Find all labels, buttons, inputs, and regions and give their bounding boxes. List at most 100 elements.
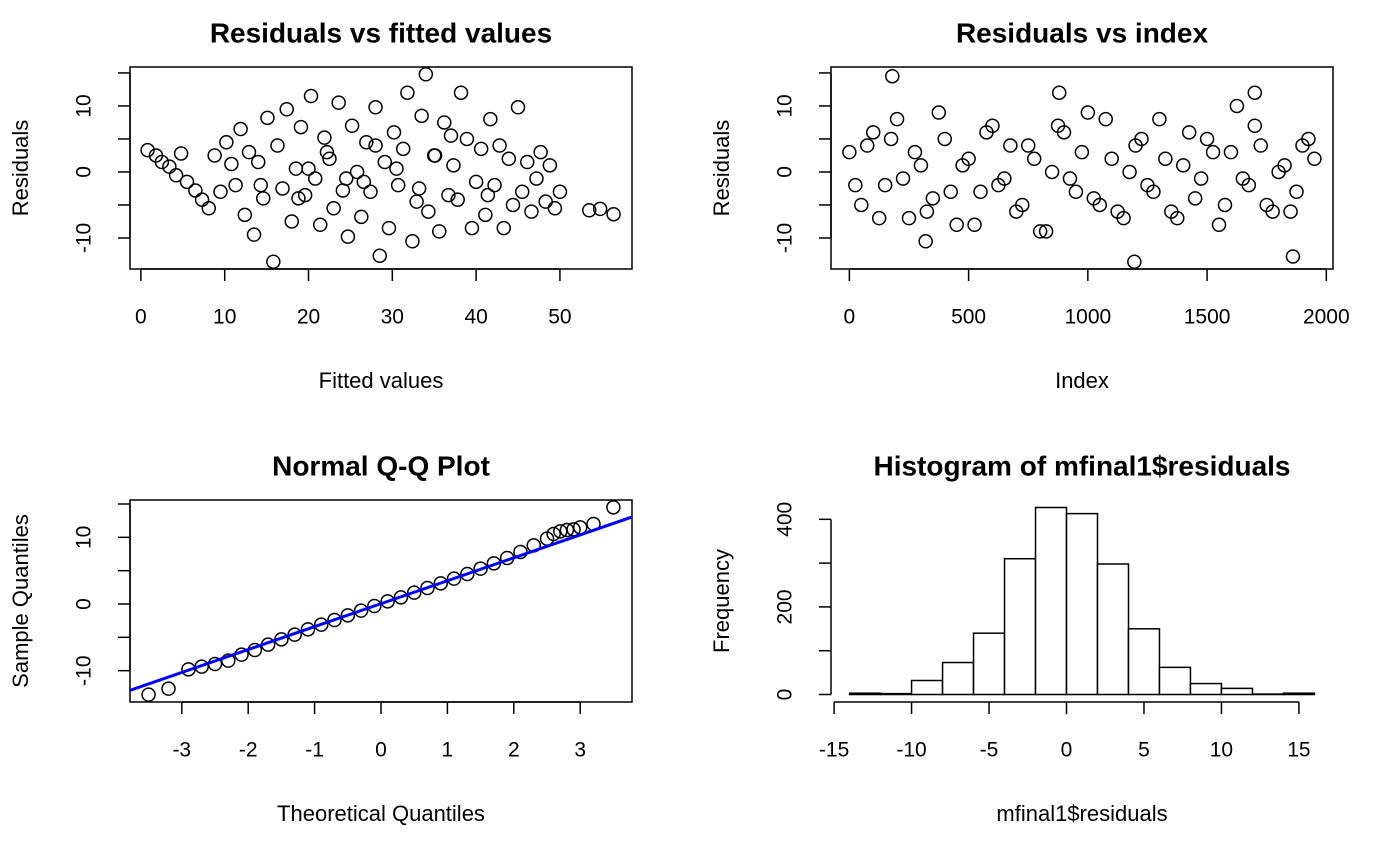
point bbox=[389, 161, 404, 176]
point bbox=[406, 585, 422, 600]
point bbox=[859, 138, 875, 153]
plot-box bbox=[129, 66, 633, 270]
point bbox=[883, 131, 899, 147]
point bbox=[931, 105, 947, 120]
bar bbox=[848, 692, 882, 696]
x-axis-label: Index bbox=[1055, 368, 1109, 393]
point bbox=[460, 566, 475, 582]
point bbox=[414, 108, 429, 124]
point bbox=[865, 125, 881, 140]
point bbox=[340, 229, 356, 244]
point bbox=[842, 144, 857, 160]
point bbox=[1020, 138, 1036, 153]
point bbox=[179, 174, 195, 190]
point bbox=[363, 184, 378, 200]
point bbox=[421, 204, 436, 219]
x-tick-label: 5 bbox=[1138, 739, 1150, 762]
point bbox=[246, 227, 262, 242]
point bbox=[367, 598, 382, 614]
panel: Histogram of mfinal1$residuals mfinal1$re… bbox=[709, 450, 1316, 826]
x-tick-label: 10 bbox=[213, 306, 236, 329]
bar bbox=[1034, 506, 1068, 696]
point bbox=[1050, 118, 1066, 134]
point bbox=[918, 234, 933, 249]
point bbox=[168, 168, 184, 183]
point bbox=[1187, 191, 1203, 206]
bar bbox=[1220, 687, 1254, 696]
point bbox=[173, 146, 189, 161]
point bbox=[1247, 118, 1263, 134]
bar bbox=[1189, 682, 1223, 696]
point bbox=[1301, 131, 1316, 147]
point bbox=[443, 128, 459, 143]
panel-title: Normal Q-Q Plot bbox=[272, 450, 490, 481]
x-tick-label: 0 bbox=[844, 306, 856, 329]
point bbox=[381, 220, 397, 236]
point bbox=[1199, 131, 1215, 147]
point bbox=[140, 142, 155, 158]
plot-box bbox=[830, 66, 1334, 270]
point bbox=[437, 115, 452, 130]
y-tick-label: 10 bbox=[73, 526, 96, 549]
point bbox=[1205, 144, 1221, 160]
point bbox=[1307, 151, 1322, 167]
y-tick-label: 400 bbox=[774, 502, 797, 537]
point bbox=[233, 121, 248, 137]
point bbox=[943, 184, 958, 200]
point bbox=[301, 161, 316, 176]
point bbox=[546, 526, 561, 542]
point bbox=[307, 171, 323, 186]
y-tick-label: -10 bbox=[73, 223, 96, 253]
point bbox=[468, 174, 484, 190]
x-tick-label: -2 bbox=[239, 739, 258, 762]
x-tick-label: 50 bbox=[548, 306, 571, 329]
point bbox=[877, 177, 893, 193]
point bbox=[291, 191, 306, 206]
point bbox=[524, 204, 539, 219]
point bbox=[1152, 111, 1167, 127]
point bbox=[871, 210, 887, 226]
point bbox=[492, 138, 507, 153]
point bbox=[266, 254, 281, 269]
point bbox=[221, 653, 236, 668]
x-tick-label: 1 bbox=[442, 739, 454, 762]
point bbox=[275, 181, 290, 196]
point bbox=[284, 214, 299, 229]
point bbox=[377, 154, 393, 170]
point bbox=[250, 154, 266, 170]
point bbox=[446, 158, 461, 173]
point bbox=[322, 151, 337, 167]
y-tick-label: 10 bbox=[774, 94, 797, 117]
point bbox=[1289, 184, 1304, 200]
point bbox=[154, 154, 170, 170]
point bbox=[501, 151, 517, 167]
reference-line bbox=[130, 515, 632, 692]
point bbox=[356, 174, 372, 190]
point bbox=[433, 576, 449, 591]
panel-title: Residuals vs index bbox=[956, 17, 1209, 48]
point bbox=[201, 201, 217, 216]
x-tick-label: 2000 bbox=[1303, 306, 1350, 329]
point bbox=[426, 148, 442, 163]
point bbox=[319, 144, 335, 160]
point bbox=[297, 187, 313, 203]
point bbox=[1265, 204, 1280, 219]
point bbox=[1217, 197, 1233, 213]
point bbox=[228, 177, 243, 193]
y-tick-label: 200 bbox=[774, 589, 797, 624]
point bbox=[606, 500, 621, 515]
point bbox=[937, 131, 953, 147]
point bbox=[313, 617, 329, 632]
point bbox=[418, 67, 434, 82]
point bbox=[386, 125, 402, 140]
point bbox=[1080, 105, 1096, 120]
panel-title: Histogram of mfinal1$residuals bbox=[873, 450, 1290, 481]
point bbox=[519, 154, 535, 170]
x-tick-label: 0 bbox=[375, 739, 387, 762]
point bbox=[967, 217, 982, 233]
point bbox=[1134, 131, 1149, 147]
point bbox=[1170, 210, 1185, 226]
x-tick-label: 500 bbox=[951, 306, 986, 329]
point bbox=[913, 158, 929, 173]
point bbox=[279, 101, 294, 117]
